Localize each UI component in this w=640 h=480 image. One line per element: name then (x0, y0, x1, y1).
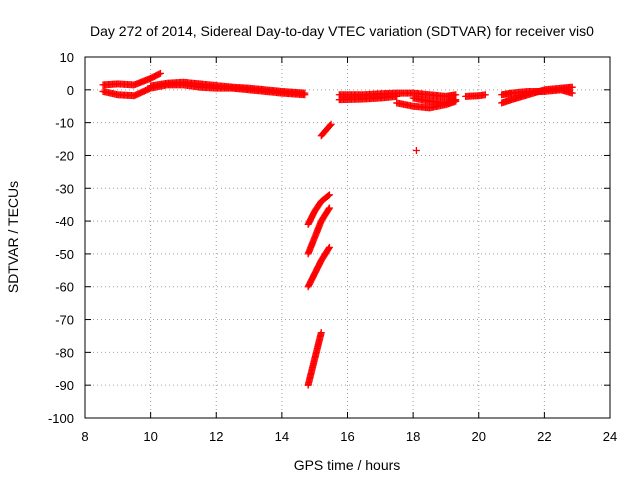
data-point (325, 204, 333, 212)
data-point (393, 92, 401, 100)
y-tick-label: -100 (48, 411, 74, 426)
data-point (317, 329, 325, 337)
y-tick-label: 0 (67, 83, 74, 98)
data-point (326, 121, 334, 129)
x-tick-label: 12 (209, 429, 223, 444)
x-axis-label: GPS time / hours (294, 457, 401, 473)
x-tick-label: 14 (275, 429, 289, 444)
axis-ticks (84, 56, 611, 419)
data-point (327, 120, 335, 128)
data-point (325, 191, 333, 199)
data-point (325, 244, 333, 252)
y-tick-labels: 10 0 -10 -20 -30 -40 -50 -60 -70 -80 -90 -100 (48, 50, 74, 426)
data-points (99, 69, 576, 389)
y-tick-label: -20 (55, 148, 74, 163)
y-tick-label: -70 (55, 313, 74, 328)
data-point (324, 192, 332, 200)
y-axis-label: SDTVAR / TECUs (5, 181, 21, 293)
grid-lines (85, 57, 610, 418)
y-tick-label: -40 (55, 214, 74, 229)
y-tick-label: 10 (60, 50, 74, 65)
data-point (412, 147, 420, 155)
x-tick-label: 24 (603, 429, 617, 444)
x-tick-label: 22 (537, 429, 551, 444)
data-point (156, 69, 164, 77)
data-point (568, 89, 576, 97)
x-tick-label: 20 (472, 429, 486, 444)
x-tick-label: 16 (340, 429, 354, 444)
data-point (481, 91, 489, 99)
data-point (325, 243, 333, 251)
y-tick-label: -30 (55, 181, 74, 196)
x-tick-label: 10 (143, 429, 157, 444)
data-point (452, 96, 460, 104)
data-point (568, 83, 576, 91)
x-tick-label: 18 (406, 429, 420, 444)
y-tick-label: -50 (55, 247, 74, 262)
y-tick-label: -10 (55, 116, 74, 131)
y-tick-label: -80 (55, 345, 74, 360)
y-tick-label: -90 (55, 378, 74, 393)
chart-title: Day 272 of 2014, Sidereal Day-to-day VTE… (90, 23, 594, 39)
x-tick-label: 8 (81, 429, 88, 444)
x-tick-labels: 8 10 12 14 16 18 20 22 24 (81, 429, 617, 444)
data-point (325, 205, 333, 213)
data-point (301, 89, 309, 97)
y-tick-label: -60 (55, 280, 74, 295)
